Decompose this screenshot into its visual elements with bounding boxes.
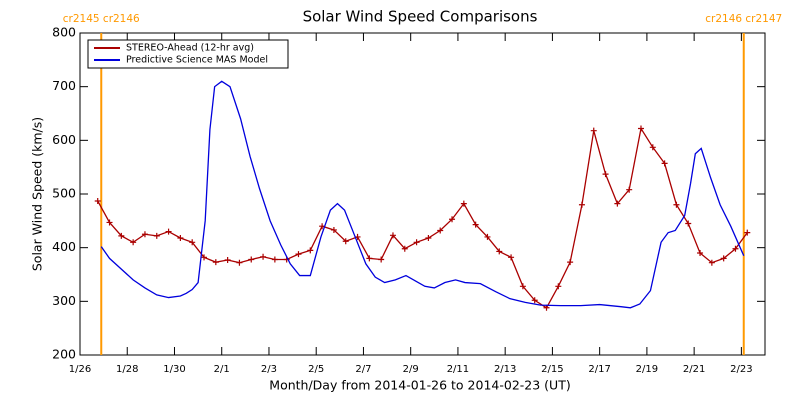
data-point <box>472 221 479 228</box>
legend-label: STEREO-Ahead (12-hr avg) <box>126 43 254 54</box>
data-point <box>177 235 184 242</box>
x-tick-label: 1/26 <box>69 364 91 375</box>
x-tick-label: 2/23 <box>730 364 752 375</box>
x-tick-label: 2/11 <box>447 364 469 375</box>
data-point <box>413 239 420 246</box>
data-point <box>649 144 656 151</box>
data-point <box>460 200 467 207</box>
data-point <box>437 227 444 234</box>
data-point <box>201 254 208 261</box>
data-point <box>449 216 456 223</box>
x-tick-label: 2/15 <box>541 364 563 375</box>
data-point <box>685 220 692 227</box>
data-point <box>508 254 515 261</box>
y-axis-label: Solar Wind Speed (km/s) <box>30 117 45 271</box>
data-point <box>602 171 609 178</box>
data-point <box>330 226 337 233</box>
data-point <box>720 255 727 262</box>
data-point <box>389 232 396 239</box>
data-point <box>165 228 172 235</box>
y-tick-label: 500 <box>52 186 76 201</box>
x-tick-label: 2/13 <box>494 364 516 375</box>
data-point <box>248 256 255 263</box>
chart-title: Solar Wind Speed Comparisons <box>303 8 538 26</box>
data-point <box>141 231 148 238</box>
x-axis-label: Month/Day from 2014-01-26 to 2014-02-23 … <box>269 378 570 393</box>
data-point <box>578 201 585 208</box>
x-tick-label: 1/28 <box>116 364 138 375</box>
data-point <box>567 259 574 266</box>
y-tick-label: 300 <box>52 293 76 308</box>
data-point <box>732 245 739 252</box>
data-point <box>224 257 231 264</box>
series-line <box>100 80 745 309</box>
x-tick-label: 2/9 <box>403 364 419 375</box>
data-point <box>106 219 113 226</box>
data-point <box>626 186 633 193</box>
data-point <box>342 238 349 245</box>
carrington-label: cr2146 cr2147 <box>705 13 782 25</box>
data-point <box>153 232 160 239</box>
data-point <box>295 251 302 258</box>
data-point <box>236 259 243 266</box>
x-tick-label: 2/3 <box>261 364 277 375</box>
data-point <box>708 259 715 266</box>
data-point <box>519 283 526 290</box>
y-tick-label: 200 <box>52 347 76 362</box>
data-point <box>637 125 644 132</box>
x-tick-label: 2/19 <box>636 364 658 375</box>
data-point <box>673 201 680 208</box>
data-point <box>366 255 373 262</box>
x-tick-label: 2/1 <box>214 364 230 375</box>
data-point <box>212 259 219 266</box>
data-point <box>260 253 267 260</box>
y-tick-label: 700 <box>52 78 76 93</box>
data-point <box>744 229 751 236</box>
y-tick-label: 800 <box>52 25 76 40</box>
series-line <box>97 126 748 309</box>
data-point <box>118 232 125 239</box>
x-tick-label: 2/21 <box>683 364 705 375</box>
carrington-label: cr2145 cr2146 <box>63 13 140 25</box>
data-point <box>425 235 432 242</box>
legend-label: Predictive Science MAS Model <box>126 55 268 66</box>
x-tick-label: 2/17 <box>588 364 610 375</box>
x-tick-label: 2/7 <box>355 364 371 375</box>
data-point <box>130 239 137 246</box>
data-point <box>590 127 597 134</box>
data-point <box>94 197 101 204</box>
y-tick-label: 400 <box>52 239 76 254</box>
data-point <box>401 245 408 252</box>
data-point <box>614 200 621 207</box>
data-point <box>661 160 668 167</box>
data-point <box>555 283 562 290</box>
data-point <box>484 233 491 240</box>
data-point <box>307 247 314 254</box>
legend-box <box>87 39 289 69</box>
data-point <box>271 256 278 263</box>
data-point <box>697 250 704 257</box>
data-point <box>496 248 503 255</box>
y-tick-label: 600 <box>52 132 76 147</box>
x-tick-label: 2/5 <box>308 364 324 375</box>
data-point <box>189 239 196 246</box>
x-tick-label: 1/30 <box>163 364 185 375</box>
data-point <box>531 297 538 304</box>
data-point <box>378 256 385 263</box>
